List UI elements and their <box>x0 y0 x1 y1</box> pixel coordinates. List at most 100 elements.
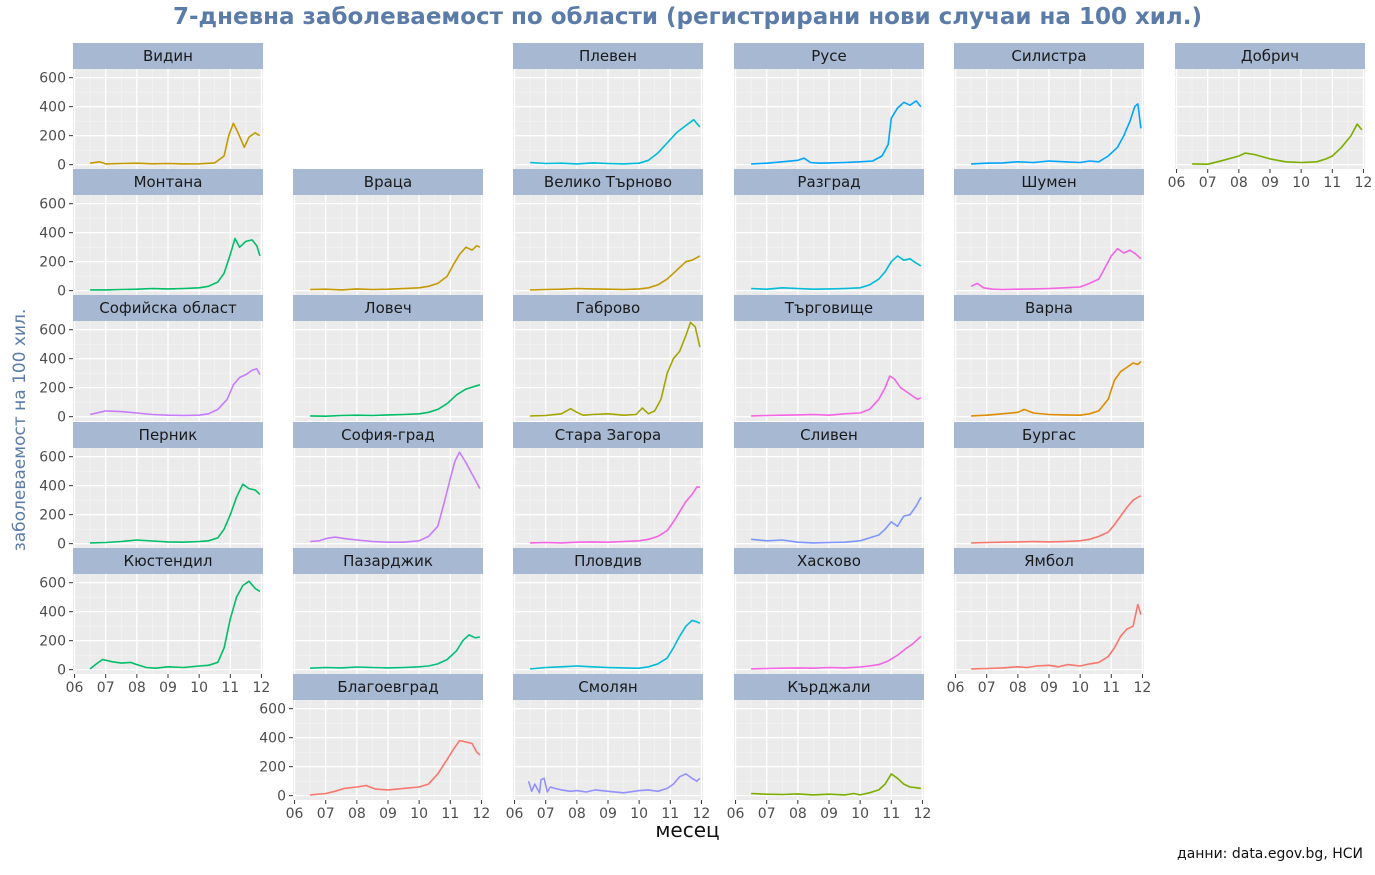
y-tick-label: 0 <box>277 789 286 805</box>
facet-panel: Разград <box>734 169 924 295</box>
facet-panel: Бургас <box>954 422 1144 548</box>
x-tick-label: 12 <box>253 680 271 696</box>
series-line <box>751 255 922 290</box>
facet-panel: Перник 0 200 400 600 <box>39 422 263 553</box>
facet-strip <box>954 295 1144 321</box>
facet-strip-label: Плевен <box>579 47 637 65</box>
y-tick-label: 400 <box>39 479 66 495</box>
facet-strip <box>734 169 924 195</box>
y-tick-label: 200 <box>39 255 66 271</box>
x-tick-label: 07 <box>758 806 776 822</box>
x-tick-label: 10 <box>630 806 648 822</box>
y-tick-label: 600 <box>39 197 66 213</box>
facet-strip-label: Кърджали <box>787 678 870 696</box>
y-tick-label: 200 <box>259 760 286 776</box>
y-tick-label: 200 <box>39 381 66 397</box>
facet-strip <box>73 548 263 574</box>
series-line <box>751 773 922 796</box>
x-tick-label: 10 <box>410 806 428 822</box>
facet-strip-label: Габрово <box>576 299 640 317</box>
facet-strip <box>73 43 263 69</box>
facet-panel: Габрово <box>513 295 703 421</box>
x-axis-title: месец <box>655 818 720 842</box>
facet-panel: Благоевград 0 200 400 600 06 07 08 09 10 11 12 <box>259 674 490 822</box>
facet-panel: Кюстендил 0 200 400 600 06 07 08 09 10 11 12 <box>39 548 270 696</box>
facet-strip-label: Велико Търново <box>544 173 672 191</box>
facet-strip-label: Перник <box>139 426 198 444</box>
series-line <box>971 495 1142 544</box>
facet-strip-label: Сливен <box>800 426 858 444</box>
facet-panel: Велико Търново <box>513 169 703 295</box>
series-line <box>530 118 701 165</box>
series-line <box>310 739 481 796</box>
series-line <box>89 122 261 165</box>
x-tick-label: 08 <box>1009 680 1027 696</box>
x-tick-label: 09 <box>379 806 397 822</box>
x-tick-label: 08 <box>348 806 366 822</box>
facet-strip-label: София-град <box>341 426 435 444</box>
y-tick-label: 400 <box>39 352 66 368</box>
x-tick-label: 08 <box>128 680 146 696</box>
facet-panel: Сливен <box>734 422 924 548</box>
x-tick-label: 10 <box>851 806 869 822</box>
facet-strip <box>293 295 483 321</box>
facet-panel: Ловеч <box>293 295 483 421</box>
facet-strip-label: Пазарджик <box>343 552 433 570</box>
y-tick-label: 200 <box>39 508 66 524</box>
facet-strip-label: Русе <box>811 47 846 65</box>
facet-strip-label: Ямбол <box>1024 552 1074 570</box>
facet-strip-label: Ловеч <box>364 299 411 317</box>
x-tick-label: 12 <box>914 806 932 822</box>
y-tick-label: 600 <box>39 450 66 466</box>
y-tick-label: 400 <box>39 100 66 116</box>
facet-strip-label: Кюстендил <box>123 552 212 570</box>
facet-strip-label: Търговище <box>784 299 873 317</box>
y-tick-label: 0 <box>57 158 66 174</box>
facet-strip-label: Враца <box>364 173 412 191</box>
facet-strip <box>73 295 263 321</box>
series-line <box>530 255 701 291</box>
facet-panel: Плевен <box>513 43 703 169</box>
series-line <box>530 619 701 670</box>
facet-panel: Търговище <box>734 295 924 421</box>
x-tick-label: 09 <box>159 680 177 696</box>
facet-panel: Пазарджик <box>293 548 483 674</box>
x-tick-label: 06 <box>506 806 524 822</box>
x-tick-label: 09 <box>820 806 838 822</box>
facet-strip-label: Бургас <box>1022 426 1076 444</box>
y-tick-label: 200 <box>39 634 66 650</box>
facet-strip <box>734 674 924 700</box>
facet-panel: Видин 0 200 400 600 <box>39 43 263 174</box>
x-tick-label: 11 <box>1102 680 1120 696</box>
facet-strip <box>734 548 924 574</box>
y-tick-label: 600 <box>259 702 286 718</box>
facet-strip <box>73 169 263 195</box>
y-tick-label: 0 <box>57 537 66 553</box>
x-tick-label: 06 <box>66 680 84 696</box>
facet-panel: Добрич 06 07 08 09 10 11 12 <box>1168 43 1372 191</box>
series-line <box>89 580 261 670</box>
facet-panel: София-град <box>293 422 483 548</box>
facet-strip <box>513 548 703 574</box>
facet-strip <box>513 295 703 321</box>
facet-panel: Стара Загора <box>513 422 703 548</box>
y-tick-label: 0 <box>57 284 66 300</box>
y-tick-label: 600 <box>39 71 66 87</box>
y-axis-title: заболеваемост на 100 хил. <box>10 308 30 552</box>
facet-panel: Ямбол 06 07 08 09 10 11 12 <box>947 548 1151 696</box>
facet-panel: Хасково <box>734 548 924 674</box>
facet-strip <box>293 548 483 574</box>
y-tick-label: 0 <box>57 663 66 679</box>
series-line <box>530 486 700 544</box>
x-tick-label: 11 <box>1323 175 1341 191</box>
x-tick-label: 07 <box>1199 175 1217 191</box>
facet-strip <box>513 169 703 195</box>
facet-strip-label: Видин <box>143 47 193 65</box>
facet-panel: Шумен <box>954 169 1144 295</box>
x-tick-label: 06 <box>947 680 965 696</box>
facet-strip <box>954 43 1144 69</box>
y-tick-label: 200 <box>39 129 66 145</box>
facet-strip <box>1175 43 1365 69</box>
facet-panel: Монтана 0 200 400 600 <box>39 169 263 300</box>
